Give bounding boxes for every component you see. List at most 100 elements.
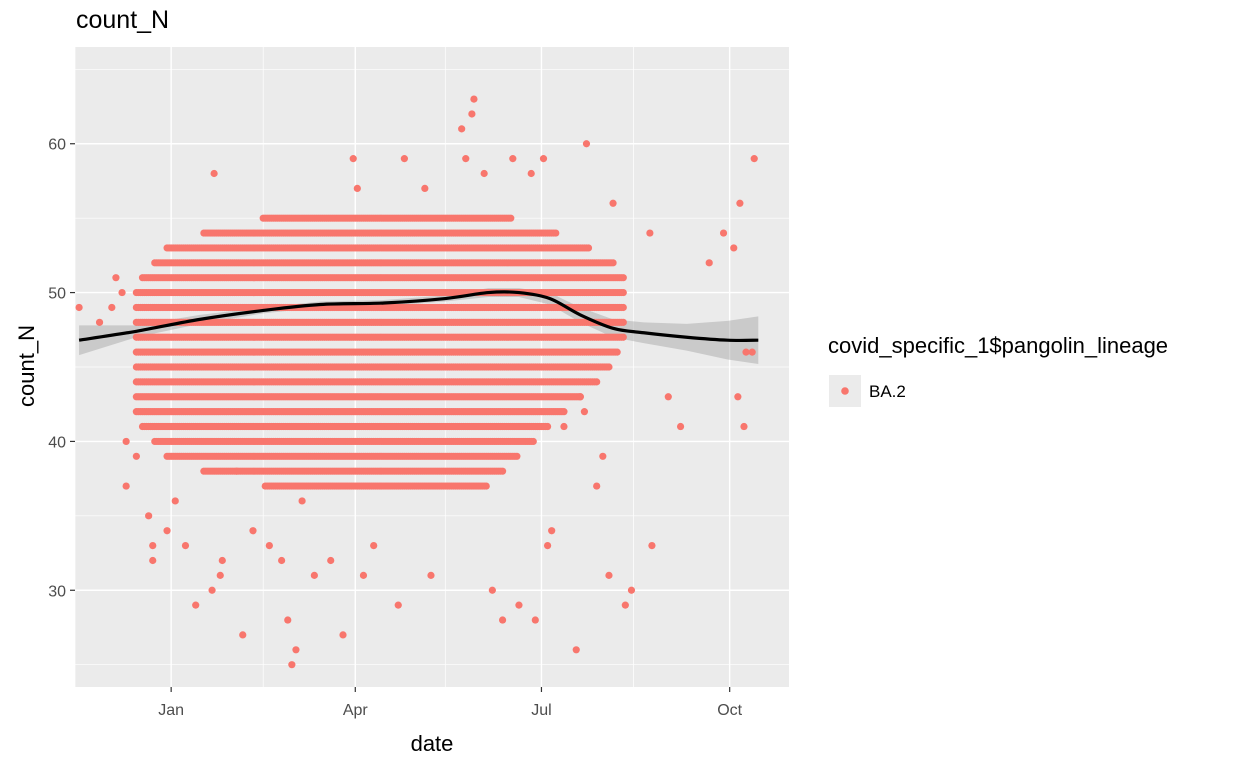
data-point [740,422,748,431]
data-point [239,631,247,639]
data-point [509,155,517,163]
data-point [646,229,654,237]
data-point [621,601,629,609]
smooth-se-ribbon [79,288,759,365]
data-point [734,393,742,401]
data-point [584,244,593,252]
data-point [470,95,478,103]
data-point [118,288,126,297]
data-point [619,333,627,341]
data-point [515,601,523,609]
x-axis-title: date [411,731,454,756]
data-point [619,318,627,326]
y-axis-ticks: 30 40 50 60 [48,137,75,600]
x-tick-label: Apr [343,702,369,719]
legend-label-ba2: BA.2 [869,382,906,401]
smooth-confidence-band [79,288,759,365]
y-tick-label: 30 [48,583,66,600]
data-point [529,437,537,446]
data-point [736,199,744,207]
y-tick-label: 40 [48,434,66,451]
data-point [605,571,613,579]
chart-title: count_N [76,6,169,34]
data-point [468,110,476,118]
data-point [327,556,335,565]
data-point [108,303,116,312]
data-point [278,556,286,565]
data-point [719,229,728,237]
data-point [359,571,368,579]
data-point [310,571,318,579]
data-point [676,422,685,431]
data-point [421,184,429,192]
data-point [582,140,591,148]
data-point [648,542,656,550]
data-point [560,422,568,431]
data-point [427,571,435,579]
data-point [664,393,672,401]
data-point [507,214,515,222]
data-point [163,527,171,535]
data-point [95,318,104,326]
data-point [619,274,627,282]
data-point [548,527,556,535]
data-point [705,259,713,267]
data-point [539,155,548,163]
data-point [531,616,539,624]
data-point [298,497,306,505]
data-point [599,452,607,460]
data-point [527,169,535,178]
data-point [284,616,292,624]
scatter-points [75,95,758,669]
data-point [482,482,490,490]
data-point [498,467,507,475]
data-point [149,542,157,550]
data-point [233,467,241,475]
data-point [619,303,627,312]
data-point [580,408,589,416]
data-point [208,586,216,594]
data-point [480,169,488,178]
data-point [750,155,758,163]
data-point [122,482,130,490]
data-point [613,348,621,356]
data-point [192,601,200,609]
data-point [210,169,218,178]
y-axis-title: count_N [14,325,39,407]
y-tick-label: 60 [48,137,66,154]
data-point [609,259,617,267]
data-point [560,408,568,416]
data-point [394,601,402,609]
data-point [609,199,617,207]
data-point [288,661,296,669]
data-point [75,303,83,312]
data-point [498,616,507,624]
data-point [513,452,521,460]
legend-key-point [841,387,849,395]
data-point [627,586,636,594]
data-point [265,542,273,550]
x-tick-label: Jul [531,702,551,719]
x-tick-label: Jan [158,702,184,719]
data-point [218,556,226,565]
data-point [149,556,157,565]
data-point [543,422,552,431]
data-point [339,631,347,639]
legend: covid_specific_1$pangolin_lineage BA.2 [828,333,1168,407]
x-tick-label: Oct [717,702,742,719]
data-point [576,393,584,401]
data-point [543,542,552,550]
data-point [730,244,738,252]
legend-title: covid_specific_1$pangolin_lineage [828,333,1168,358]
data-point [593,482,601,490]
data-point [619,288,627,297]
data-point [216,571,224,579]
data-point [742,348,750,356]
data-point [593,378,601,386]
data-point [132,452,140,460]
data-point [349,155,357,163]
data-point [462,155,470,163]
data-point [370,542,378,550]
y-tick-label: 50 [48,286,66,303]
